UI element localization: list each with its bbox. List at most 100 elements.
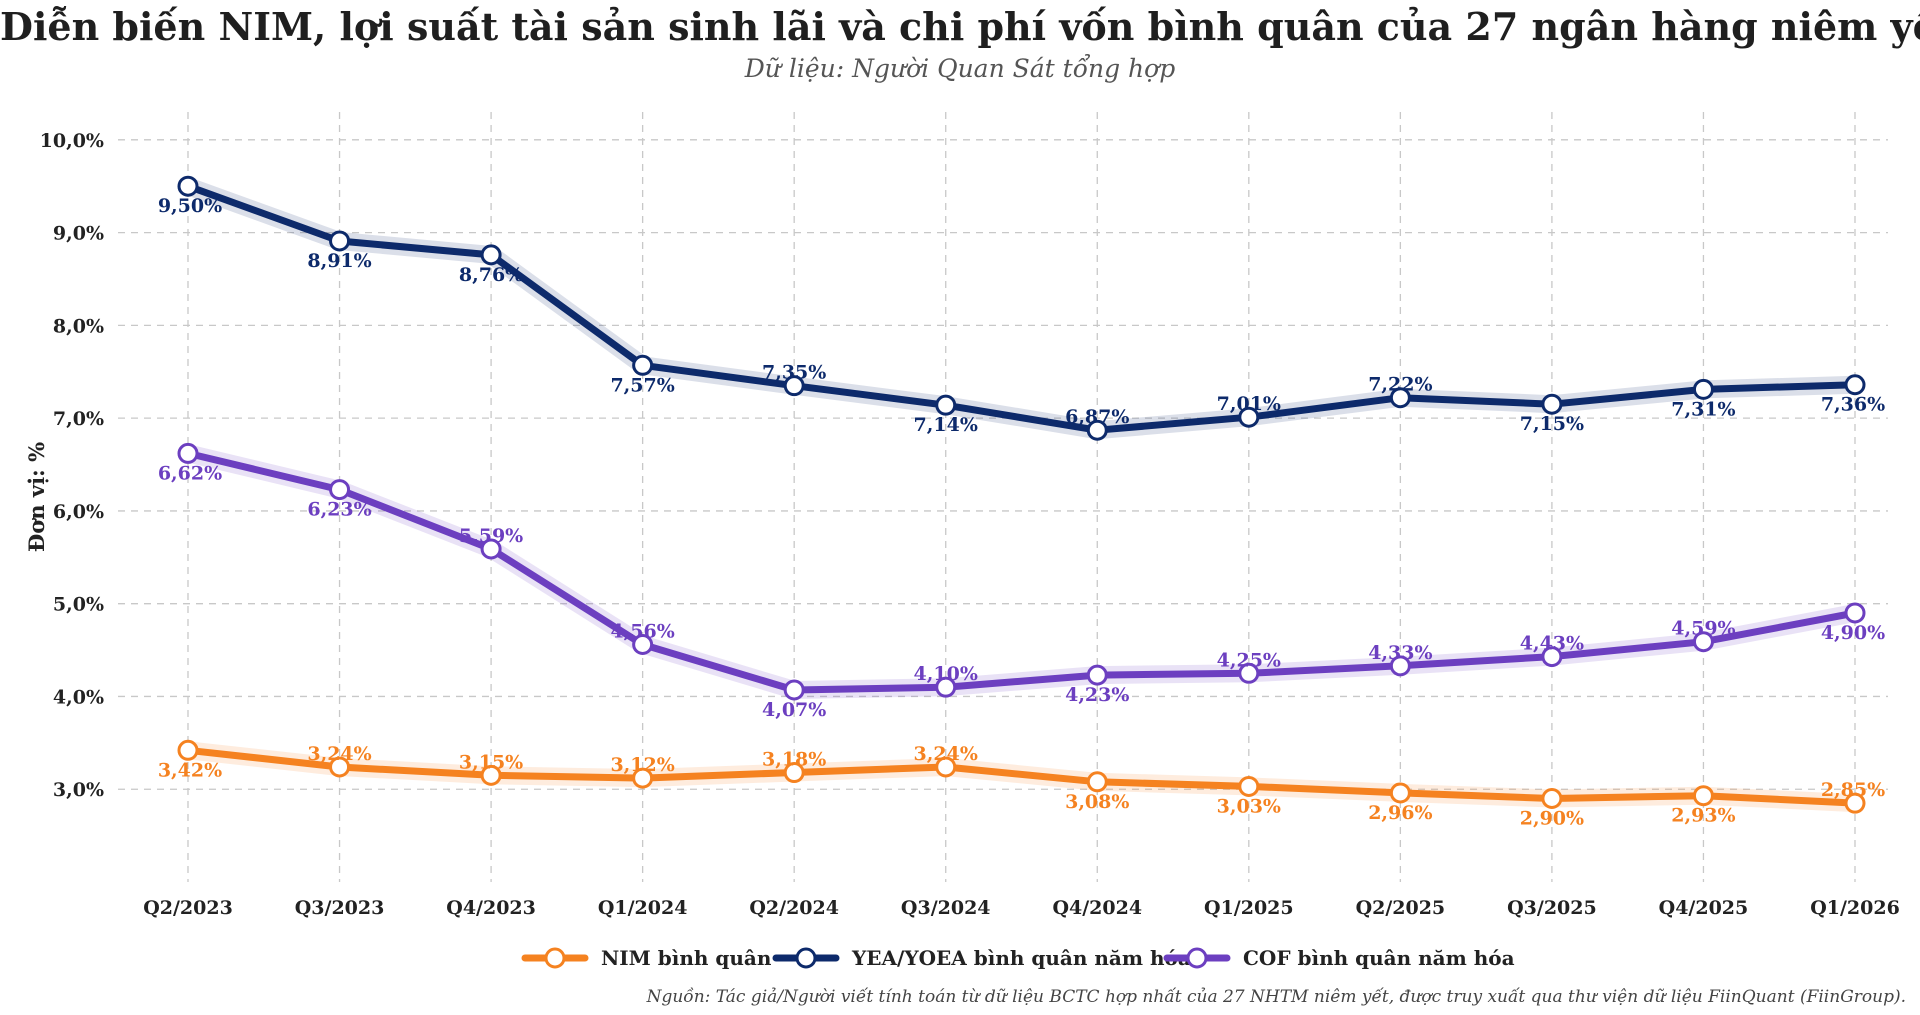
legend-label: YEA/YOEA bình quân năm hóa bbox=[851, 946, 1191, 970]
data-label: 3,15% bbox=[459, 751, 523, 773]
data-label: 3,18% bbox=[762, 749, 826, 771]
data-point bbox=[1844, 792, 1866, 814]
data-label: 4,59% bbox=[1671, 618, 1735, 640]
data-label: 2,93% bbox=[1671, 805, 1735, 827]
x-tick-label: Q4/2025 bbox=[1659, 897, 1749, 919]
data-label: 6,62% bbox=[158, 462, 222, 484]
data-label: 7,35% bbox=[762, 362, 826, 384]
y-tick-label: 4,0% bbox=[53, 686, 104, 708]
data-point bbox=[1541, 646, 1563, 668]
data-point bbox=[1086, 419, 1108, 441]
series-line bbox=[184, 746, 1859, 807]
x-tick-label: Q2/2023 bbox=[143, 897, 233, 919]
y-axis-label: Đơn vị: % bbox=[24, 442, 49, 552]
x-tick-label: Q4/2023 bbox=[446, 897, 536, 919]
data-point bbox=[1692, 785, 1714, 807]
y-axis: 3,0% 4,0% 5,0% 6,0% 7,0% 8,0% 9,0% 10,0% Đơn vị:… bbox=[24, 130, 104, 801]
data-point bbox=[1086, 664, 1108, 686]
data-label: 7,15% bbox=[1520, 413, 1584, 435]
data-label: 3,42% bbox=[158, 759, 222, 781]
x-tick-label: Q3/2024 bbox=[901, 897, 991, 919]
data-label: 8,91% bbox=[307, 250, 371, 272]
data-point bbox=[632, 634, 654, 656]
data-label: 4,10% bbox=[914, 663, 978, 685]
series-glow bbox=[179, 177, 1864, 440]
data-point bbox=[480, 764, 502, 786]
data-label: 7,22% bbox=[1368, 374, 1432, 396]
y-tick-label: 10,0% bbox=[40, 130, 104, 152]
data-label: 4,90% bbox=[1821, 622, 1885, 644]
data-point bbox=[1389, 387, 1411, 409]
x-tick-label: Q1/2024 bbox=[598, 897, 688, 919]
legend-label: COF bình quân năm hóa bbox=[1243, 946, 1515, 970]
data-point bbox=[1238, 662, 1260, 684]
data-point bbox=[1844, 602, 1866, 624]
x-tick-label: Q2/2025 bbox=[1356, 897, 1446, 919]
data-point bbox=[935, 676, 957, 698]
series-line bbox=[184, 449, 1859, 694]
data-label: 4,43% bbox=[1520, 633, 1584, 655]
data-point bbox=[632, 354, 654, 376]
data-point bbox=[329, 756, 351, 778]
data-point bbox=[783, 679, 805, 701]
data-point bbox=[1541, 393, 1563, 415]
data-label: 7,31% bbox=[1671, 398, 1735, 420]
data-label: 3,08% bbox=[1065, 791, 1129, 813]
data-point bbox=[935, 394, 957, 416]
data-label: 5,59% bbox=[459, 525, 523, 547]
data-point bbox=[783, 375, 805, 397]
data-point bbox=[1238, 406, 1260, 428]
data-label: 4,56% bbox=[610, 621, 674, 643]
data-point bbox=[1541, 788, 1563, 810]
data-point bbox=[1389, 782, 1411, 804]
data-point bbox=[1086, 771, 1108, 793]
data-point bbox=[1692, 378, 1714, 400]
data-point bbox=[177, 442, 199, 464]
x-tick-label: Q3/2023 bbox=[295, 897, 385, 919]
data-label: 4,23% bbox=[1065, 684, 1129, 706]
legend-label: NIM bình quân bbox=[601, 946, 772, 970]
data-point bbox=[1238, 775, 1260, 797]
source-note: Nguồn: Tác giả/Người viết tính toán từ d… bbox=[646, 987, 1906, 1007]
legend-marker bbox=[795, 947, 817, 969]
data-point bbox=[1389, 655, 1411, 677]
data-point bbox=[177, 739, 199, 761]
data-label: 8,76% bbox=[459, 264, 523, 286]
data-point bbox=[1692, 631, 1714, 653]
data-labels: 3,42% 3,24% 3,15% 3,12% 3,18% 3,24% 3,08% 3,03%… bbox=[158, 195, 1885, 829]
y-tick-label: 7,0% bbox=[53, 408, 104, 430]
x-tick-label: Q4/2024 bbox=[1052, 897, 1142, 919]
y-tick-label: 5,0% bbox=[53, 594, 104, 616]
data-label: 3,24% bbox=[914, 743, 978, 765]
data-point bbox=[329, 479, 351, 501]
data-label: 4,33% bbox=[1368, 642, 1432, 664]
y-tick-label: 8,0% bbox=[53, 315, 104, 337]
data-label: 2,85% bbox=[1821, 779, 1885, 801]
data-label: 6,23% bbox=[307, 499, 371, 521]
y-tick-label: 9,0% bbox=[53, 223, 104, 245]
data-label: 7,01% bbox=[1217, 393, 1281, 415]
data-label: 2,96% bbox=[1368, 802, 1432, 824]
data-label: 7,36% bbox=[1821, 394, 1885, 416]
legend-marker bbox=[544, 947, 566, 969]
series-lines bbox=[177, 175, 1866, 814]
data-label: 9,50% bbox=[158, 195, 222, 217]
data-point bbox=[632, 767, 654, 789]
y-tick-label: 3,0% bbox=[53, 779, 104, 801]
x-tick-label: Q1/2026 bbox=[1810, 897, 1900, 919]
data-label: 6,87% bbox=[1065, 406, 1129, 428]
data-point bbox=[329, 230, 351, 252]
data-point bbox=[1844, 374, 1866, 396]
x-tick-label: Q2/2024 bbox=[749, 897, 839, 919]
data-label: 3,24% bbox=[307, 743, 371, 765]
data-point bbox=[935, 756, 957, 778]
legend-marker bbox=[1186, 947, 1208, 969]
data-point bbox=[783, 762, 805, 784]
data-point bbox=[480, 538, 502, 560]
data-label: 3,12% bbox=[610, 754, 674, 776]
x-axis: Q2/2023 Q3/2023 Q4/2023 Q1/2024 Q2/2024 Q3/20… bbox=[143, 897, 1900, 919]
series-line bbox=[184, 182, 1859, 434]
gridlines bbox=[118, 112, 1888, 882]
data-label: 4,07% bbox=[762, 699, 826, 721]
